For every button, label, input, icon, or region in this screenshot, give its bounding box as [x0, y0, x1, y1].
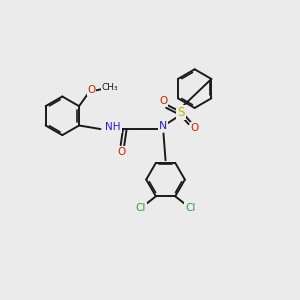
Text: S: S	[177, 106, 185, 119]
Text: O: O	[191, 123, 199, 133]
Text: NH: NH	[105, 122, 121, 132]
Text: O: O	[159, 96, 167, 106]
Text: O: O	[87, 85, 96, 95]
Text: O: O	[117, 147, 125, 157]
Text: N: N	[159, 121, 167, 131]
Text: Cl: Cl	[136, 202, 146, 213]
Text: Cl: Cl	[185, 202, 195, 213]
Text: CH₃: CH₃	[102, 83, 119, 92]
